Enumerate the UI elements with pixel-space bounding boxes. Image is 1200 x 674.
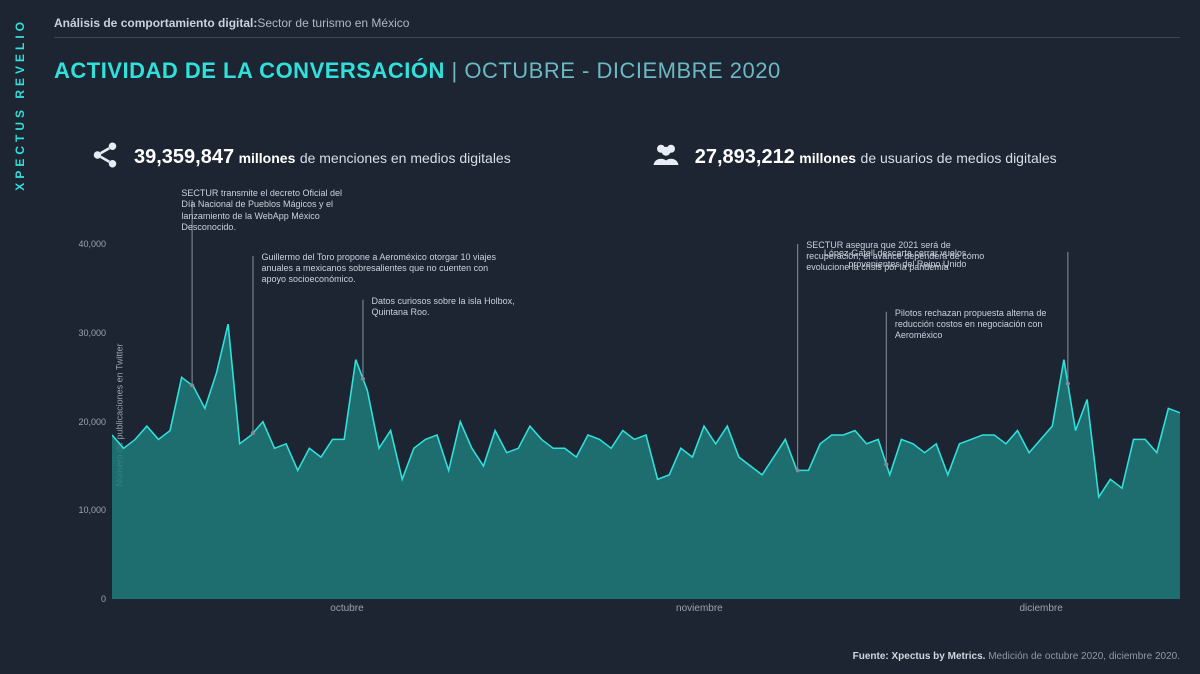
stat-users-unit: millones	[799, 150, 856, 166]
page-title: ACTIVIDAD DE LA CONVERSACIÓN | OCTUBRE -…	[54, 58, 781, 84]
stat-users-number: 27,893,212	[695, 146, 795, 168]
top-bar-bold: Análisis de comportamiento digital:	[54, 16, 257, 30]
footer-source: Fuente: Xpectus by Metrics. Medición de …	[853, 651, 1180, 662]
stat-mentions-text: 39,359,847 millones de menciones en medi…	[134, 146, 511, 169]
stat-mentions: 39,359,847 millones de menciones en medi…	[90, 140, 511, 175]
y-tick: 30,000	[64, 328, 106, 338]
stat-users: 27,893,212 millones de usuarios de medio…	[651, 140, 1057, 175]
x-ticks: octubre noviembre diciembre	[112, 603, 1180, 619]
title-main: ACTIVIDAD DE LA CONVERSACIÓN	[54, 58, 445, 83]
stat-mentions-unit: millones	[239, 150, 296, 166]
x-tick: diciembre	[1019, 603, 1062, 614]
footer-light: Medición de octubre 2020, diciembre 2020…	[985, 651, 1180, 662]
footer-bold: Fuente: Xpectus by Metrics.	[853, 651, 986, 662]
stat-users-text: 27,893,212 millones de usuarios de medio…	[695, 146, 1057, 169]
brand-vertical-text: XPECTUS REVELIO	[13, 18, 27, 191]
brand-vertical: XPECTUS REVELIO	[8, 0, 32, 674]
title-separator: |	[445, 58, 464, 83]
title-sub: OCTUBRE - DICIEMBRE 2020	[464, 58, 780, 83]
y-tick: 40,000	[64, 239, 106, 249]
top-bar-light: Sector de turismo en México	[257, 16, 409, 30]
slide: XPECTUS REVELIO Análisis de comportamien…	[0, 0, 1200, 674]
x-tick: noviembre	[676, 603, 723, 614]
share-icon	[90, 140, 120, 175]
stats-row: 39,359,847 millones de menciones en medi…	[90, 140, 1160, 175]
stat-users-rest: de usuarios de medios digitales	[861, 150, 1057, 166]
y-tick: 20,000	[64, 417, 106, 427]
y-tick: 10,000	[64, 505, 106, 515]
x-tick: octubre	[330, 603, 363, 614]
users-icon	[651, 140, 681, 175]
chart: Número de publicaciones en Twitter 010,0…	[54, 200, 1180, 629]
y-tick: 0	[64, 594, 106, 604]
chart-plot: SECTUR transmite el decreto Oficial del …	[112, 200, 1180, 599]
top-bar: Análisis de comportamiento digital: Sect…	[54, 16, 1180, 38]
stat-mentions-rest: de menciones en medios digitales	[300, 150, 511, 166]
y-ticks: 010,00020,00030,00040,000	[64, 200, 106, 599]
stat-mentions-number: 39,359,847	[134, 146, 234, 168]
